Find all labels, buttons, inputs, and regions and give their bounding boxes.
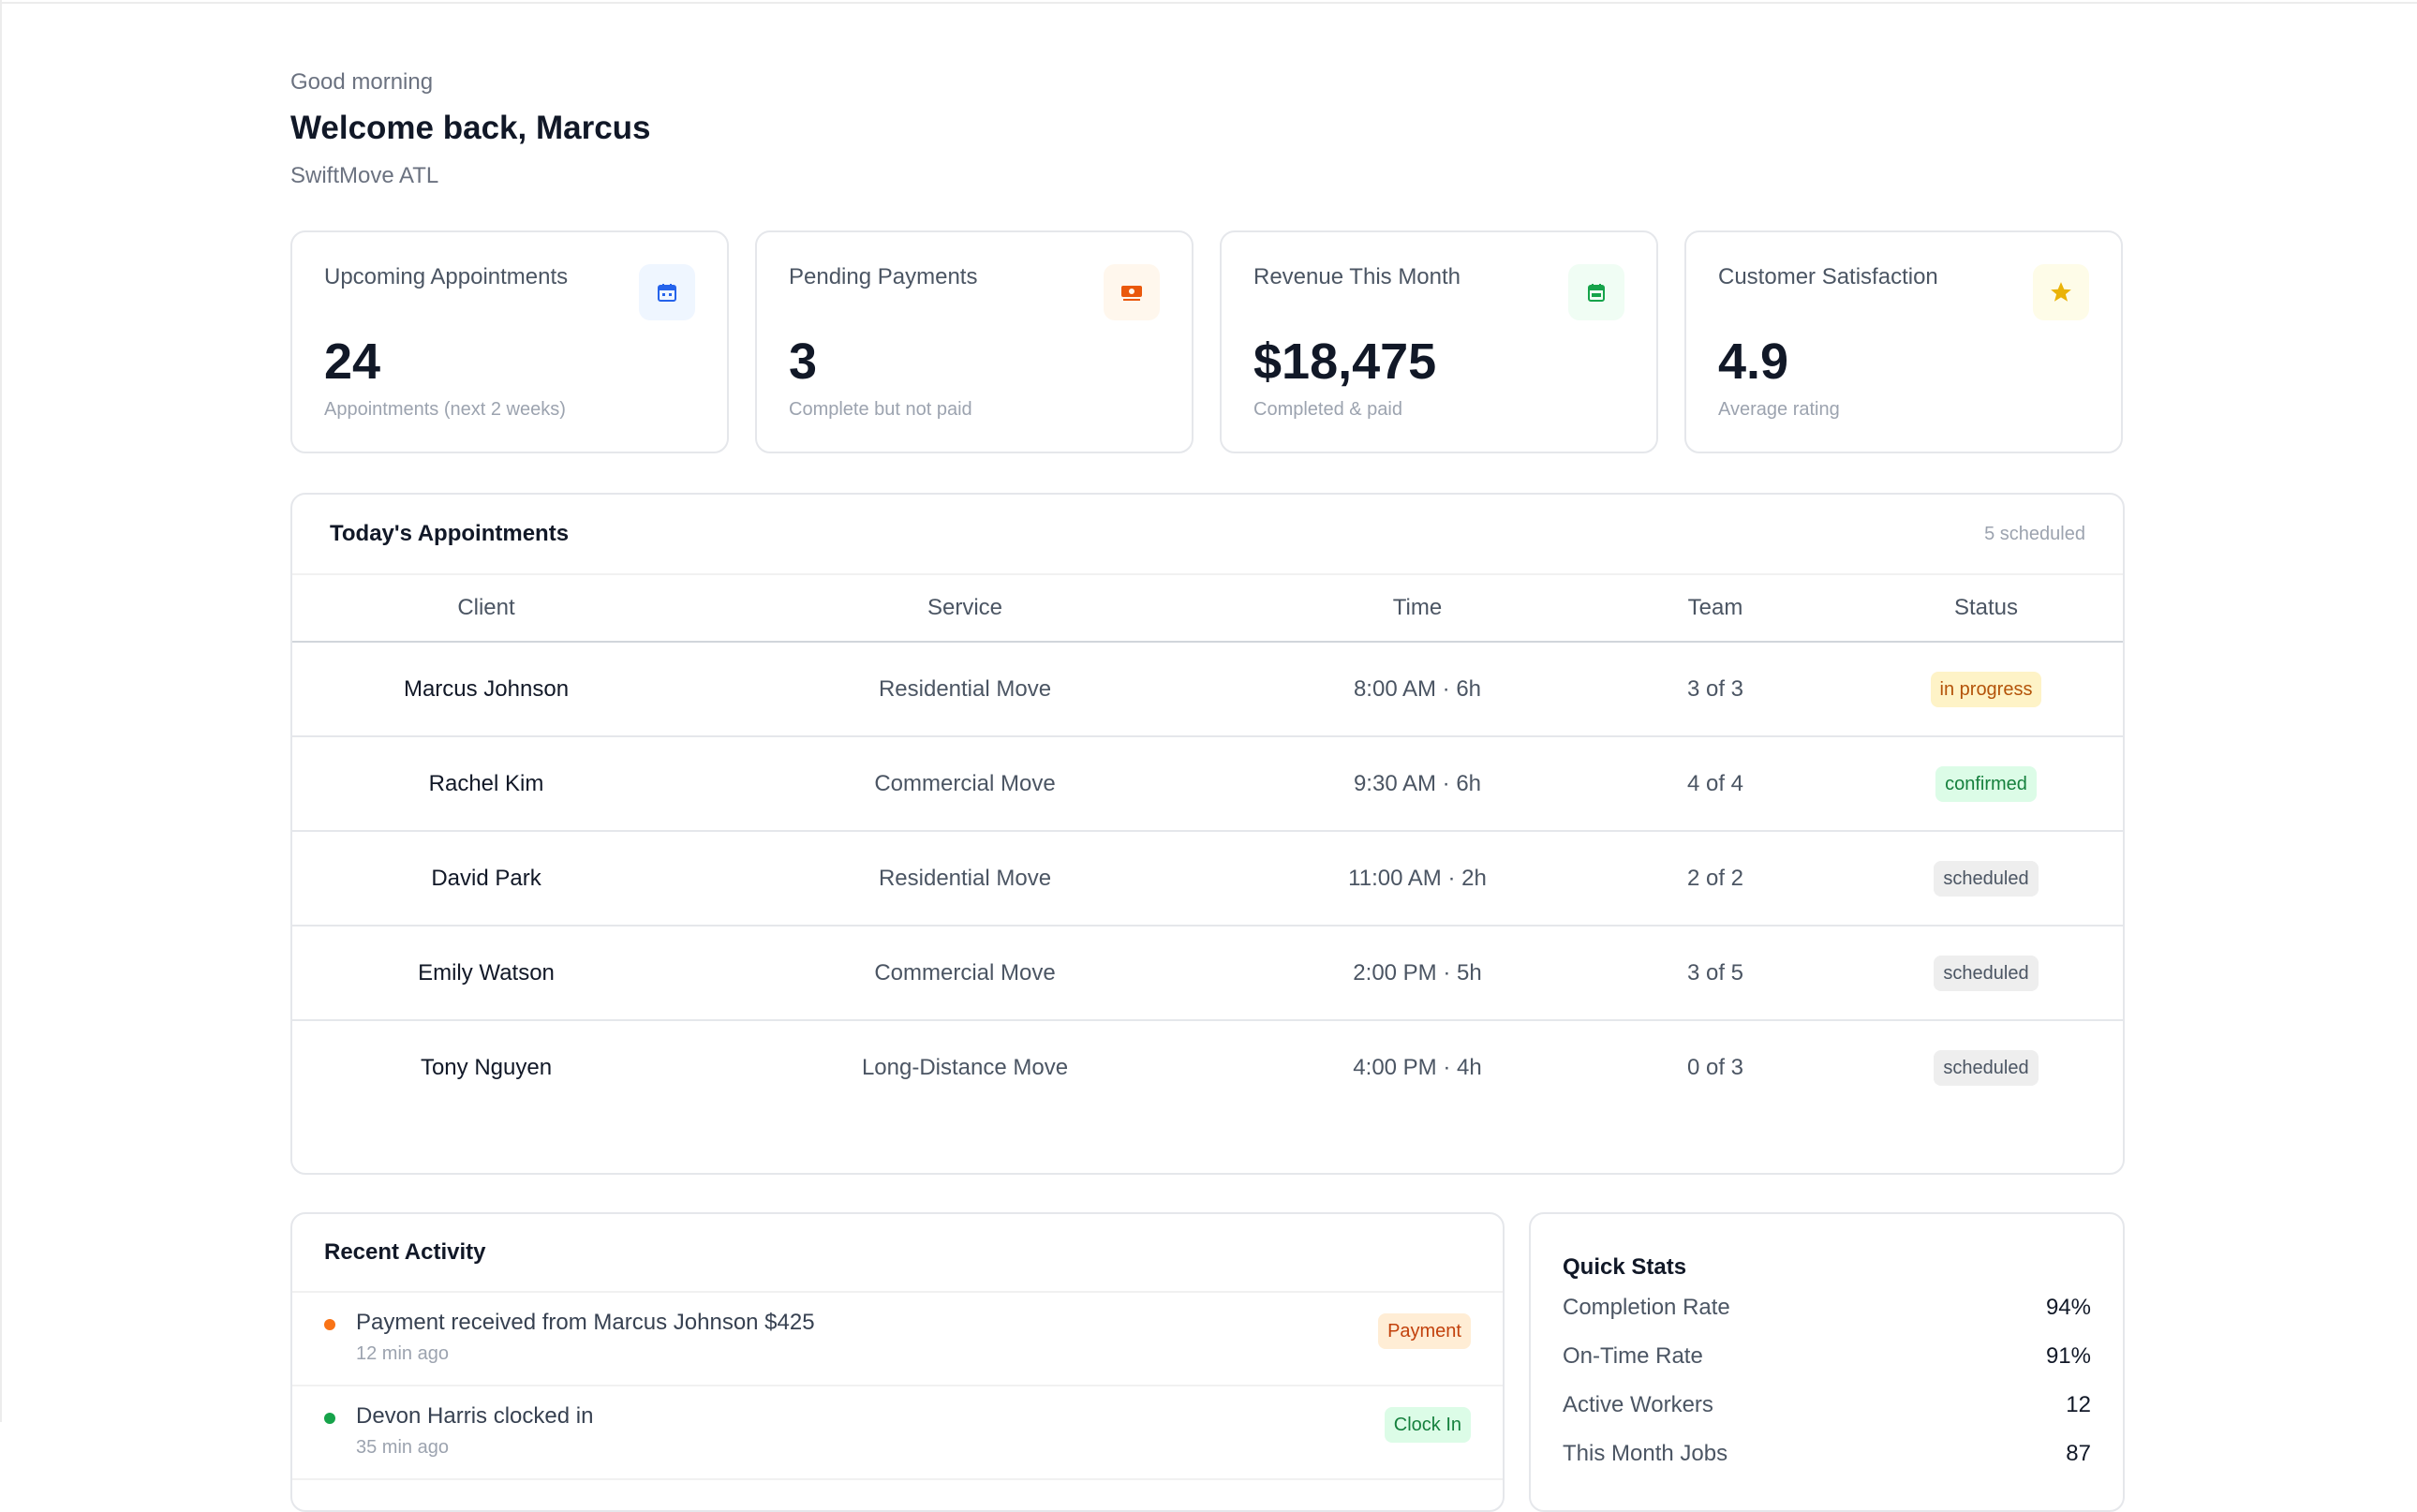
activity-time: 35 min ago [356, 1437, 449, 1458]
team-count: 2 of 2 [1585, 831, 1846, 926]
status-cell: in progress [1846, 642, 2123, 737]
calendar-icon [639, 264, 695, 320]
table-row[interactable]: David Park Residential Move 11:00 AM · 2… [292, 831, 2123, 926]
appointment-time: 8:00 AM · 6h [1250, 642, 1585, 737]
status-badge: scheduled [1934, 955, 2039, 991]
top-border [0, 0, 2417, 4]
appointments-count: 5 scheduled [1984, 523, 2085, 544]
stat-label: Pending Payments [789, 264, 978, 289]
status-badge: scheduled [1934, 1049, 2039, 1086]
stat-label: Revenue This Month [1253, 264, 1461, 289]
appointments-title: Today's Appointments [330, 521, 570, 546]
stat-label: Customer Satisfaction [1718, 264, 1938, 289]
service-type: Residential Move [680, 831, 1250, 926]
calendar-check-icon [1568, 264, 1624, 320]
left-border [0, 0, 2, 1422]
client-name: Rachel Kim [292, 736, 680, 832]
stat-card-revenue-this-month[interactable]: Revenue This Month $18,475 Completed & p… [1220, 230, 1658, 453]
status-badge: confirmed [1935, 765, 2037, 802]
list-item[interactable]: Devon Harris clocked in 35 min ago Clock… [292, 1386, 1503, 1480]
status-dot-icon [324, 1413, 335, 1424]
table-header-row: Client Service Time Team Status [292, 575, 2123, 643]
appointment-time: 2:00 PM · 5h [1250, 926, 1585, 1021]
stat-subtext: Completed & paid [1253, 399, 1402, 420]
appointments-table: Client Service Time Team Status Marcus J… [292, 575, 2123, 1114]
client-name: Tony Nguyen [420, 1054, 553, 1080]
column-header-service[interactable]: Service [680, 575, 1250, 643]
team-count: 0 of 3 [1686, 1054, 1744, 1080]
cash-icon [1104, 264, 1160, 320]
table-row[interactable]: Marcus Johnson Residential Move 8:00 AM … [292, 642, 2123, 737]
recent-activity-card: Recent Activity Payment received from Ma… [290, 1212, 1505, 1512]
status-badge: scheduled [1934, 860, 2039, 897]
table-row[interactable]: Rachel Kim Commercial Move 9:30 AM · 6h … [292, 736, 2123, 832]
appointment-time: 11:00 AM · 2h [1250, 831, 1585, 926]
company-name: SwiftMove ATL [290, 163, 439, 188]
status-cell: scheduled [1846, 926, 2123, 1021]
dashboard-main: Good morning Welcome back, Marcus SwiftM… [290, 66, 2125, 1512]
table-row[interactable]: Emily Watson Commercial Move 2:00 PM · 5… [292, 926, 2123, 1021]
stat-value: $18,475 [1253, 334, 1437, 390]
star-icon [2033, 264, 2089, 320]
activity-badge: Payment [1378, 1313, 1471, 1349]
quick-stats-title: Quick Stats [1563, 1254, 1687, 1280]
stat-card-pending-payments[interactable]: Pending Payments 3 Complete but not paid [755, 230, 1194, 453]
quick-stat-row: Active Workers 12 [1563, 1381, 2091, 1430]
column-header-time[interactable]: Time [1250, 575, 1585, 643]
quick-stat-value: 87 [2066, 1441, 2091, 1466]
stat-subtext: Average rating [1718, 399, 1840, 420]
appointment-time: 4:00 PM · 4h [1353, 1054, 1482, 1080]
service-type: Residential Move [680, 642, 1250, 737]
quick-stat-value: 94% [2045, 1295, 2091, 1320]
activity-text: Payment received from Marcus Johnson $42… [356, 1310, 815, 1335]
appointment-time: 9:30 AM · 6h [1250, 736, 1585, 832]
column-header-team[interactable]: Team [1585, 575, 1846, 643]
activity-text: Devon Harris clocked in [356, 1403, 594, 1429]
quick-stat-label: On-Time Rate [1563, 1343, 1703, 1369]
status-badge: in progress [1930, 671, 2042, 707]
team-count: 3 of 3 [1585, 642, 1846, 737]
quick-stat-row: This Month Jobs 87 [1563, 1430, 2091, 1478]
table-row[interactable]: Tony Nguyen Long-Distance Move 4:00 PM ·… [292, 1020, 2123, 1114]
activity-badge: Clock In [1384, 1407, 1471, 1443]
activity-time: 12 min ago [356, 1343, 449, 1364]
quick-stat-label: Completion Rate [1563, 1295, 1730, 1320]
quick-stat-value: 12 [2066, 1392, 2091, 1417]
quick-stat-label: This Month Jobs [1563, 1441, 1728, 1466]
column-header-client[interactable]: Client [292, 575, 680, 643]
stat-value: 4.9 [1718, 334, 1789, 390]
status-cell: confirmed [1846, 736, 2123, 832]
client-name: Marcus Johnson [292, 642, 680, 737]
stat-value: 3 [789, 334, 818, 390]
quick-stat-label: Active Workers [1563, 1392, 1713, 1417]
stat-subtext: Complete but not paid [789, 399, 972, 420]
stat-label: Upcoming Appointments [324, 264, 569, 289]
stat-card-customer-satisfaction[interactable]: Customer Satisfaction 4.9 Average rating [1684, 230, 2123, 453]
stat-value: 24 [324, 334, 381, 390]
quick-stat-row: Completion Rate 94% [1563, 1283, 2091, 1332]
appointments-header: Today's Appointments 5 scheduled [292, 495, 2123, 575]
team-count: 3 of 5 [1585, 926, 1846, 1021]
page-title: Welcome back, Marcus [290, 110, 651, 146]
team-count: 4 of 4 [1585, 736, 1846, 832]
status-cell: scheduled [1846, 1020, 2123, 1114]
column-header-status[interactable]: Status [1846, 575, 2123, 643]
todays-appointments-card: Today's Appointments 5 scheduled Client … [290, 493, 2125, 1175]
client-name: David Park [292, 831, 680, 926]
stat-subtext: Appointments (next 2 weeks) [324, 399, 566, 420]
quick-stats-card: Quick Stats Completion Rate 94% On-Time … [1529, 1212, 2125, 1512]
list-item[interactable]: Payment received from Marcus Johnson $42… [292, 1293, 1503, 1386]
quick-stat-row: On-Time Rate 91% [1563, 1332, 2091, 1381]
status-cell: scheduled [1846, 831, 2123, 926]
recent-activity-title: Recent Activity [292, 1214, 1503, 1293]
client-name: Emily Watson [292, 926, 680, 1021]
status-dot-icon [324, 1319, 335, 1330]
greeting-text: Good morning [290, 69, 434, 95]
quick-stat-value: 91% [2045, 1343, 2091, 1369]
stat-card-upcoming-appointments[interactable]: Upcoming Appointments 24 Appointments (n… [290, 230, 729, 453]
service-type: Commercial Move [680, 926, 1250, 1021]
service-type: Long-Distance Move [861, 1054, 1069, 1080]
service-type: Commercial Move [680, 736, 1250, 832]
stats-row: Upcoming Appointments 24 Appointments (n… [290, 230, 2125, 453]
